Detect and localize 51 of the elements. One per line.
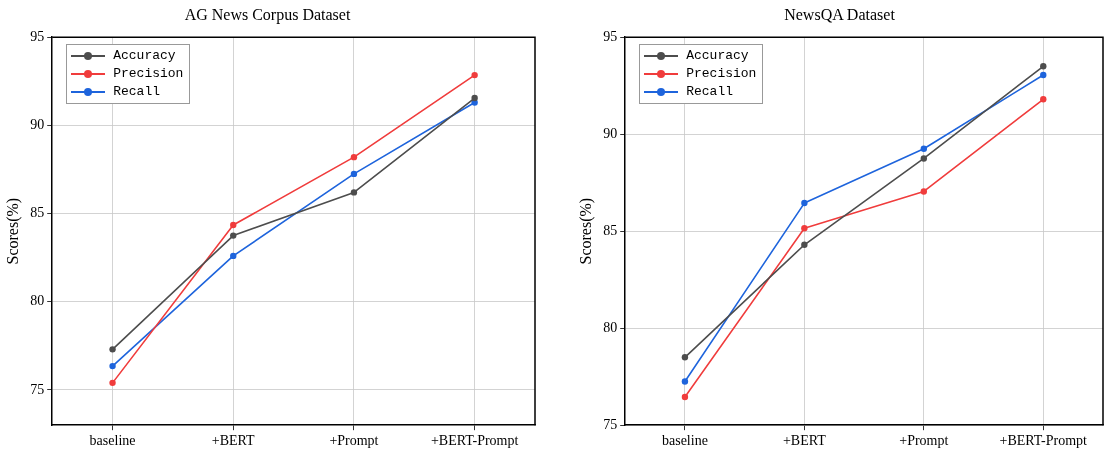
point [109, 346, 116, 353]
point [471, 71, 478, 79]
y-tick-label: 95 [30, 28, 45, 44]
legend-label: Recall [686, 83, 733, 102]
y-axis-title: Scores(%) [3, 197, 22, 265]
x-tick-label: +BERT-Prompt [430, 433, 519, 449]
y-tick-label: 85 [603, 222, 618, 238]
point [801, 241, 808, 248]
legend-label: Accuracy [686, 47, 749, 66]
chart-title: AG News Corpus Dataset [184, 5, 351, 24]
legend-label: Precision [113, 65, 184, 84]
y-tick-label: 90 [30, 117, 45, 133]
point [681, 393, 689, 401]
point [471, 94, 478, 102]
point [681, 354, 689, 361]
point [801, 199, 808, 207]
point [350, 189, 358, 196]
point [350, 170, 358, 178]
legend-label: Precision [686, 65, 757, 84]
y-tick-label: 85 [30, 205, 45, 221]
y-tick-label: 75 [30, 381, 45, 397]
x-tick-label: baseline [89, 433, 136, 449]
y-tick-label: 80 [603, 319, 618, 335]
point [230, 232, 237, 239]
point [230, 252, 237, 260]
point [920, 155, 928, 162]
point [1040, 71, 1047, 79]
point [1040, 96, 1047, 103]
x-tick-label: baseline [661, 433, 708, 449]
x-tick-label: +Prompt [899, 433, 949, 449]
y-tick-label: 90 [603, 125, 618, 141]
point [109, 362, 116, 370]
point [1040, 63, 1047, 70]
point [109, 379, 116, 387]
point [801, 225, 808, 232]
y-axis-title: Scores(%) [576, 197, 595, 265]
point [920, 188, 928, 195]
point [920, 145, 928, 152]
x-tick-label: +BERT-Prompt [999, 433, 1088, 449]
y-tick-label: 95 [603, 28, 618, 44]
point [681, 378, 689, 385]
chart-title: NewsQA Dataset [784, 5, 896, 23]
legend-label: Accuracy [113, 47, 176, 66]
x-tick-label: +Prompt [329, 433, 379, 449]
legend-label: Recall [113, 83, 160, 102]
y-tick-label: 80 [30, 293, 45, 309]
y-tick-label: 75 [603, 416, 618, 432]
x-tick-label: +BERT [782, 433, 827, 449]
point [350, 153, 358, 161]
point [230, 221, 237, 229]
x-tick-label: +BERT [211, 433, 256, 449]
